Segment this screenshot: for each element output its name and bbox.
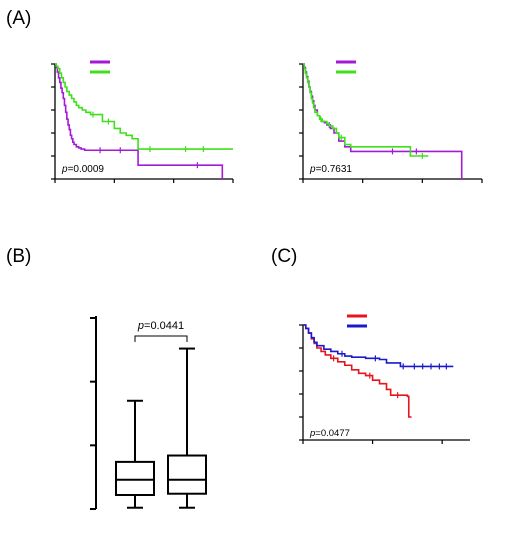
p-value-symbol: p	[309, 164, 316, 175]
km-curve-series-2	[55, 63, 233, 150]
p-value-symbol: p	[309, 428, 315, 439]
p-value-text: =0.0441	[144, 320, 184, 332]
km-chart-oscc-tcga-rt-plus: p=0.0009	[51, 60, 234, 183]
km-chart-oscc-tw: p=0.0477	[299, 314, 470, 444]
p-value-annotation: p=0.0009	[61, 164, 104, 175]
p-value-symbol: p	[137, 320, 144, 332]
significance-bracket	[134, 335, 188, 342]
box-iqr	[115, 460, 155, 496]
km-curve-series-1	[55, 63, 224, 179]
boxplot-rpl36a-transcripts: p=0.0441	[90, 316, 207, 510]
panel-c-label: (C)	[271, 246, 297, 267]
km-curve-series-2	[303, 63, 429, 157]
p-value-annotation: p=0.7631	[309, 164, 352, 175]
km-curve-series-1	[303, 324, 412, 418]
p-value-annotation: p=0.0477	[309, 428, 350, 439]
box-iqr	[167, 454, 207, 495]
p-value-text: =0.0009	[68, 164, 105, 175]
p-value-text: =0.0477	[315, 428, 350, 439]
panel-b-label: (B)	[6, 246, 31, 267]
km-chart-oscc-tcga-rt-minus: p=0.7631	[299, 60, 483, 183]
p-value-annotation: p=0.0441	[137, 320, 184, 332]
panel-a-label: (A)	[6, 8, 31, 29]
p-value-text: =0.7631	[316, 164, 353, 175]
p-value-symbol: p	[61, 164, 68, 175]
km-curve-series-2	[303, 324, 454, 368]
